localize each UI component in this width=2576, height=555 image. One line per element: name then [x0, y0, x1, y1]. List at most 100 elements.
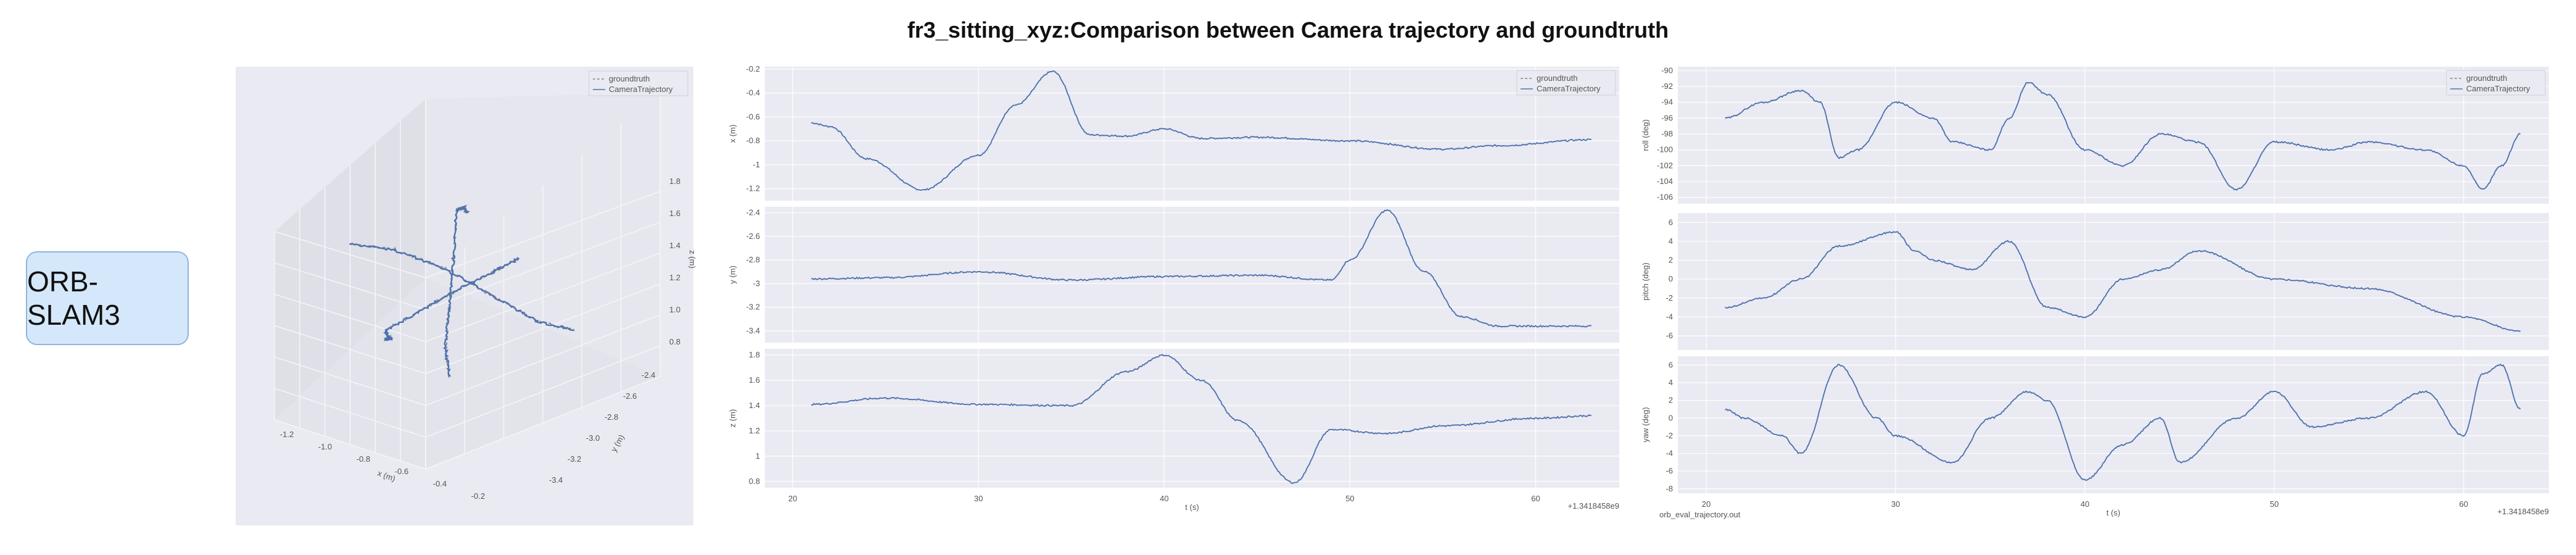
x-tick-label: -0.2 [471, 491, 485, 501]
y-axis-label: y (m) [728, 265, 737, 284]
y-tick-label: 1.2 [749, 426, 760, 435]
y-tick-label: -3.0 [586, 433, 600, 443]
y-axis-label: yaw (deg) [1641, 407, 1650, 442]
grid-line [425, 222, 661, 311]
x-offset-label: +1.3418458e9 [1567, 501, 1619, 511]
method-label-box: ORB-SLAM3 [26, 251, 189, 345]
z-tick-label: 1.0 [669, 305, 680, 314]
line-camera-trajectory [1725, 231, 2521, 332]
x-tick-label: 60 [1531, 494, 1540, 503]
line-camera-trajectory [1725, 363, 2521, 481]
subplot-background [765, 67, 1619, 201]
figure-footnote: orb_eval_trajectory.out [1659, 510, 1741, 519]
y-tick-label: -6 [1666, 331, 1673, 340]
x-tick-label: -0.8 [357, 454, 370, 464]
y-tick-label: 0 [1669, 274, 1673, 283]
y-tick-label: -3 [753, 278, 760, 288]
y-tick-label: 2 [1669, 256, 1673, 265]
y-tick-label: -102 [1657, 161, 1673, 170]
y-tick-label: -2.8 [746, 255, 760, 264]
y-tick-label: 4 [1669, 236, 1673, 246]
legend-label-groundtruth: groundtruth [2466, 73, 2508, 83]
grid-line [274, 262, 426, 311]
legend-label-trajectory: CameraTrajectory [2466, 84, 2530, 93]
y-tick-label: -2.6 [746, 232, 760, 241]
z-axis-label: z (m) [688, 250, 697, 269]
x-tick-label: 30 [1891, 499, 1900, 509]
y-tick-label: -3.4 [549, 475, 563, 485]
y-tick-label: -8 [1666, 484, 1673, 493]
y-tick-label: -1 [753, 160, 760, 169]
3d-path-trajectory [386, 257, 520, 332]
x-tick-label: 50 [1345, 494, 1354, 503]
y-axis-label: roll (deg) [1641, 119, 1650, 151]
x-tick-label: 40 [2081, 499, 2089, 509]
x-offset-label: +1.3418458e9 [2497, 507, 2549, 516]
y-tick-label: -0.8 [746, 136, 760, 145]
3d-path-trajectory [382, 328, 394, 341]
z-tick-label: 1.6 [669, 209, 680, 218]
line-camera-trajectory [811, 354, 1591, 484]
y-tick-label: -2.8 [605, 412, 618, 422]
subplot-background [1678, 213, 2549, 350]
y-tick-label: -4 [1666, 312, 1673, 321]
y-tick-label: -0.4 [746, 88, 760, 98]
y-tick-label: -94 [1661, 98, 1673, 107]
y-tick-label: -3.2 [568, 454, 581, 464]
y-tick-label: 1 [756, 451, 760, 461]
y-tick-label: 6 [1669, 360, 1673, 369]
y-tick-label: -2.6 [623, 391, 637, 401]
y-tick-label: -3.4 [746, 326, 760, 335]
x-tick-label: -1.0 [318, 442, 332, 451]
y-axis-label: x (m) [728, 125, 737, 143]
y-tick-label: -4 [1666, 449, 1673, 458]
3d-path-trajectory [349, 243, 575, 332]
y-tick-label: -0.6 [746, 112, 760, 121]
x-tick-label: -0.4 [433, 479, 447, 488]
y-tick-label: -90 [1661, 65, 1673, 75]
legend-label-groundtruth: groundtruth [609, 74, 650, 83]
subplot-background [1678, 67, 2549, 204]
y-tick-label: -2 [1666, 431, 1673, 440]
x-axis-label: t (s) [1185, 503, 1199, 512]
x-tick-label: -1.2 [280, 430, 294, 439]
y-tick-label: 6 [1669, 217, 1673, 227]
y-tick-label: -0.2 [746, 64, 760, 73]
z-tick-label: 1.8 [669, 177, 680, 186]
3d-path-trajectory [443, 210, 459, 377]
subplot-background [765, 207, 1619, 343]
y-axis-label: pitch (deg) [1641, 262, 1650, 300]
y-tick-label: -98 [1661, 129, 1673, 138]
legend-box [2446, 70, 2546, 96]
y-tick-label: 1.4 [749, 401, 760, 410]
legend-label-trajectory: CameraTrajectory [1537, 84, 1601, 93]
z-tick-label: 0.8 [669, 337, 680, 346]
x-tick-label: 20 [1702, 499, 1711, 509]
y-tick-label: 1.6 [749, 375, 760, 385]
x-tick-label: 60 [2459, 499, 2468, 509]
z-tick-label: 1.4 [669, 241, 680, 250]
y-tick-label: -2.4 [642, 370, 655, 380]
y-tick-label: 0.8 [749, 477, 760, 486]
y-tick-label: -6 [1666, 466, 1673, 475]
grid-line [274, 231, 426, 278]
y-tick-label: -100 [1657, 145, 1673, 154]
x-tick-label: 40 [1160, 494, 1168, 503]
line-camera-trajectory [1725, 82, 2521, 191]
y-axis-label: z (m) [728, 409, 737, 428]
subplot-background [1678, 356, 2549, 493]
legend-label-trajectory: CameraTrajectory [609, 85, 673, 94]
3d-path-trajectory [455, 204, 470, 214]
y-tick-label: -106 [1657, 193, 1673, 202]
grid-line [425, 191, 661, 278]
y-tick-label: 2 [1669, 396, 1673, 405]
x-tick-label: 20 [788, 494, 797, 503]
page-title: fr3_sitting_xyz:Comparison between Camer… [907, 17, 1669, 43]
legend-label-groundtruth: groundtruth [1537, 73, 1578, 83]
y-tick-label: -104 [1657, 177, 1673, 186]
y-tick-label: -2 [1666, 293, 1673, 303]
y-tick-label: -96 [1661, 113, 1673, 122]
y-tick-label: 4 [1669, 378, 1673, 387]
y-tick-label: 0 [1669, 413, 1673, 422]
